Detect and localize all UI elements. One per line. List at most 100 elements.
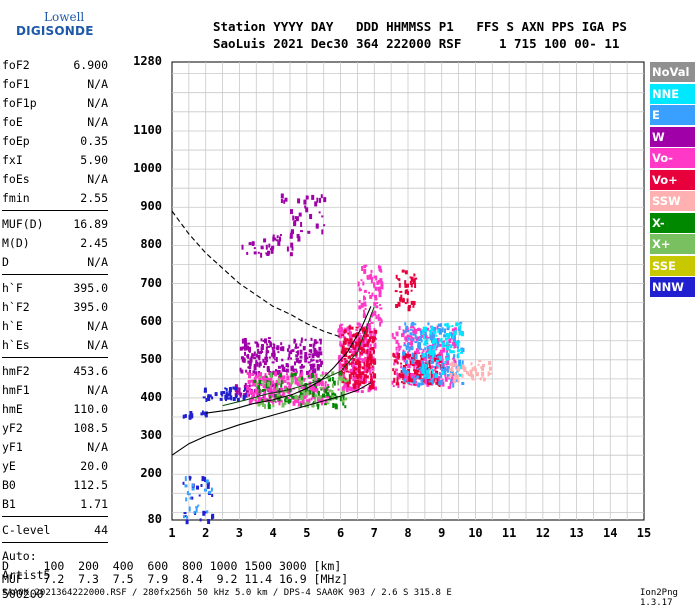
echo-point: [371, 366, 375, 371]
echo-point: [186, 491, 189, 495]
echo-point: [287, 364, 289, 368]
echo-point: [290, 357, 292, 360]
echo-point: [188, 506, 191, 512]
echo-point: [220, 391, 223, 396]
echo-point: [446, 326, 450, 331]
echo-point: [380, 268, 383, 272]
echo-point: [461, 365, 465, 370]
echo-point: [358, 364, 361, 369]
echo-point: [404, 270, 408, 275]
echo-point: [408, 364, 411, 369]
echo-point: [363, 364, 367, 369]
echo-point: [457, 344, 459, 349]
echo-point: [190, 496, 194, 500]
echo-point: [457, 340, 460, 342]
echo-point: [447, 325, 451, 328]
echo-point: [405, 337, 409, 342]
echo-point: [277, 365, 281, 369]
echo-point: [430, 352, 433, 356]
echo-point: [261, 398, 264, 402]
echo-point: [405, 325, 409, 330]
echo-point: [245, 369, 248, 373]
echo-point: [353, 346, 356, 350]
echo-point: [440, 367, 443, 371]
echo-point: [426, 337, 429, 342]
echo-point: [453, 327, 457, 333]
echo-point: [445, 355, 448, 359]
echo-point: [451, 361, 455, 367]
param-row: fxI 5.90: [2, 151, 108, 170]
echo-point: [295, 354, 299, 358]
echo-point: [349, 355, 352, 360]
echo-point: [400, 362, 403, 365]
echo-point: [271, 401, 274, 404]
echo-point: [294, 399, 298, 404]
legend-item-ssw: SSW: [650, 191, 695, 211]
echo-point: [373, 283, 376, 289]
echo-point: [270, 387, 273, 392]
echo-point: [366, 362, 369, 368]
echo-point: [471, 367, 474, 372]
echo-point: [279, 373, 282, 378]
echo-point: [376, 280, 380, 285]
echo-point: [422, 348, 425, 352]
echo-point: [410, 383, 413, 386]
echo-point: [432, 353, 436, 358]
echo-point: [397, 343, 400, 348]
echo-point: [315, 223, 319, 229]
y-tick-label: 500: [140, 351, 162, 366]
echo-point: [253, 351, 256, 357]
echo-point: [265, 244, 268, 250]
echo-point: [407, 306, 411, 312]
echo-point: [406, 298, 409, 304]
echo-point: [402, 297, 405, 300]
echo-point: [346, 326, 349, 330]
echo-point: [460, 351, 463, 354]
echo-point: [342, 347, 346, 351]
echo-point: [281, 376, 285, 382]
echo-point: [396, 377, 399, 383]
echo-point: [293, 368, 297, 371]
echo-point: [366, 368, 369, 372]
echo-point: [290, 209, 293, 215]
echo-point: [272, 349, 276, 355]
echo-point: [299, 349, 303, 355]
echo-point: [320, 194, 323, 199]
echo-point: [185, 519, 189, 525]
echo-point: [316, 390, 319, 394]
echo-point: [432, 332, 436, 334]
echo-point: [315, 359, 319, 363]
file-footer: SAA0K_2021364222000.RSF / 280fx256h 50 k…: [2, 588, 452, 598]
echo-point: [313, 368, 317, 374]
echo-point: [182, 414, 185, 419]
echo-point: [264, 403, 266, 409]
echo-point: [437, 328, 440, 333]
echo-point: [358, 341, 361, 347]
echo-point: [397, 353, 401, 358]
echo-point: [402, 351, 405, 356]
echo-point: [375, 315, 378, 320]
echo-point: [353, 363, 355, 368]
echo-point: [189, 411, 193, 416]
echo-point: [294, 394, 298, 400]
echo-point: [408, 353, 412, 357]
echo-point: [321, 229, 324, 235]
echo-point: [451, 335, 454, 339]
echo-point: [365, 378, 367, 384]
echo-point: [312, 343, 315, 349]
param-name: foF1: [2, 77, 30, 91]
echo-point: [361, 371, 365, 376]
echo-point: [307, 375, 310, 378]
echo-point: [392, 352, 395, 357]
echo-point: [400, 381, 403, 384]
echo-point: [287, 391, 291, 395]
echo-point: [310, 365, 312, 370]
echo-traces: [182, 193, 492, 525]
echo-point: [373, 302, 377, 306]
echo-point: [207, 396, 211, 401]
echo-point: [395, 274, 398, 279]
echo-point: [424, 369, 428, 375]
echo-point: [361, 375, 365, 378]
echo-point: [284, 402, 287, 406]
echo-point: [344, 360, 348, 365]
